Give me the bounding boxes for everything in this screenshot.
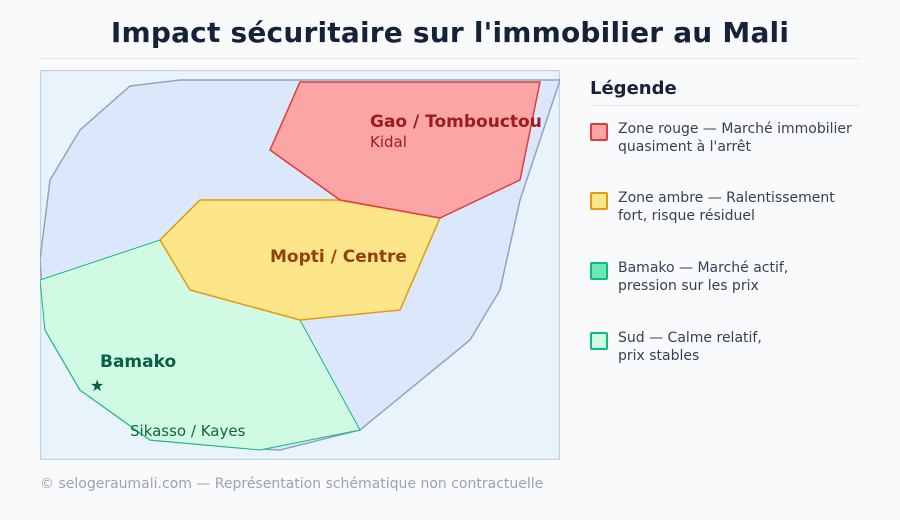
title-divider [40, 58, 860, 59]
label-mopti-centre: Mopti / Centre [270, 247, 407, 267]
zone-rouge-region [269, 81, 541, 219]
label-sikasso-kayes: Sikasso / Kayes [130, 422, 246, 440]
legend-label: Sud — Calme relatif, [618, 330, 762, 346]
legend-label: Bamako — Marché actif, [618, 260, 789, 276]
legend-swatch-zone-rouge [590, 123, 608, 141]
label-bamako: Bamako [100, 352, 176, 372]
legend-label: prix stables [618, 348, 700, 364]
legend-item-zone-ambre: Zone ambre — Ralentissement fort, risque… [590, 189, 878, 225]
mali-map: Gao / Tombouctou Kidal Mopti / Centre Ba… [40, 70, 560, 460]
legend-item-zone-rouge: Zone rouge — Marché immobilier quasiment… [590, 120, 878, 156]
legend-label: quasiment à l'arrêt [618, 139, 751, 155]
legend-label: Zone ambre — Ralentissement [618, 190, 835, 206]
legend: Légende Zone rouge — Marché immobilier q… [590, 78, 890, 364]
bamako-star-icon: ★ [90, 376, 104, 395]
map-panel: Gao / Tombouctou Kidal Mopti / Centre Ba… [40, 70, 560, 460]
legend-label: fort, risque résiduel [618, 208, 755, 224]
legend-item-bamako: Bamako — Marché actif, pression sur les … [590, 259, 878, 295]
legend-swatch-sud [590, 332, 608, 350]
legend-swatch-zone-ambre [590, 192, 608, 210]
footer-credit: © selogeraumali.com — Représentation sch… [40, 476, 544, 492]
label-kidal: Kidal [370, 133, 407, 151]
legend-label: pression sur les prix [618, 278, 759, 294]
page-title: Impact sécuritaire sur l'immobilier au M… [110, 16, 790, 49]
legend-label: Zone rouge — Marché immobilier [618, 121, 852, 137]
legend-item-sud: Sud — Calme relatif, prix stables [590, 329, 878, 365]
label-gao-tombouctou: Gao / Tombouctou [370, 112, 542, 132]
legend-title: Légende [590, 78, 860, 106]
legend-swatch-bamako [590, 262, 608, 280]
